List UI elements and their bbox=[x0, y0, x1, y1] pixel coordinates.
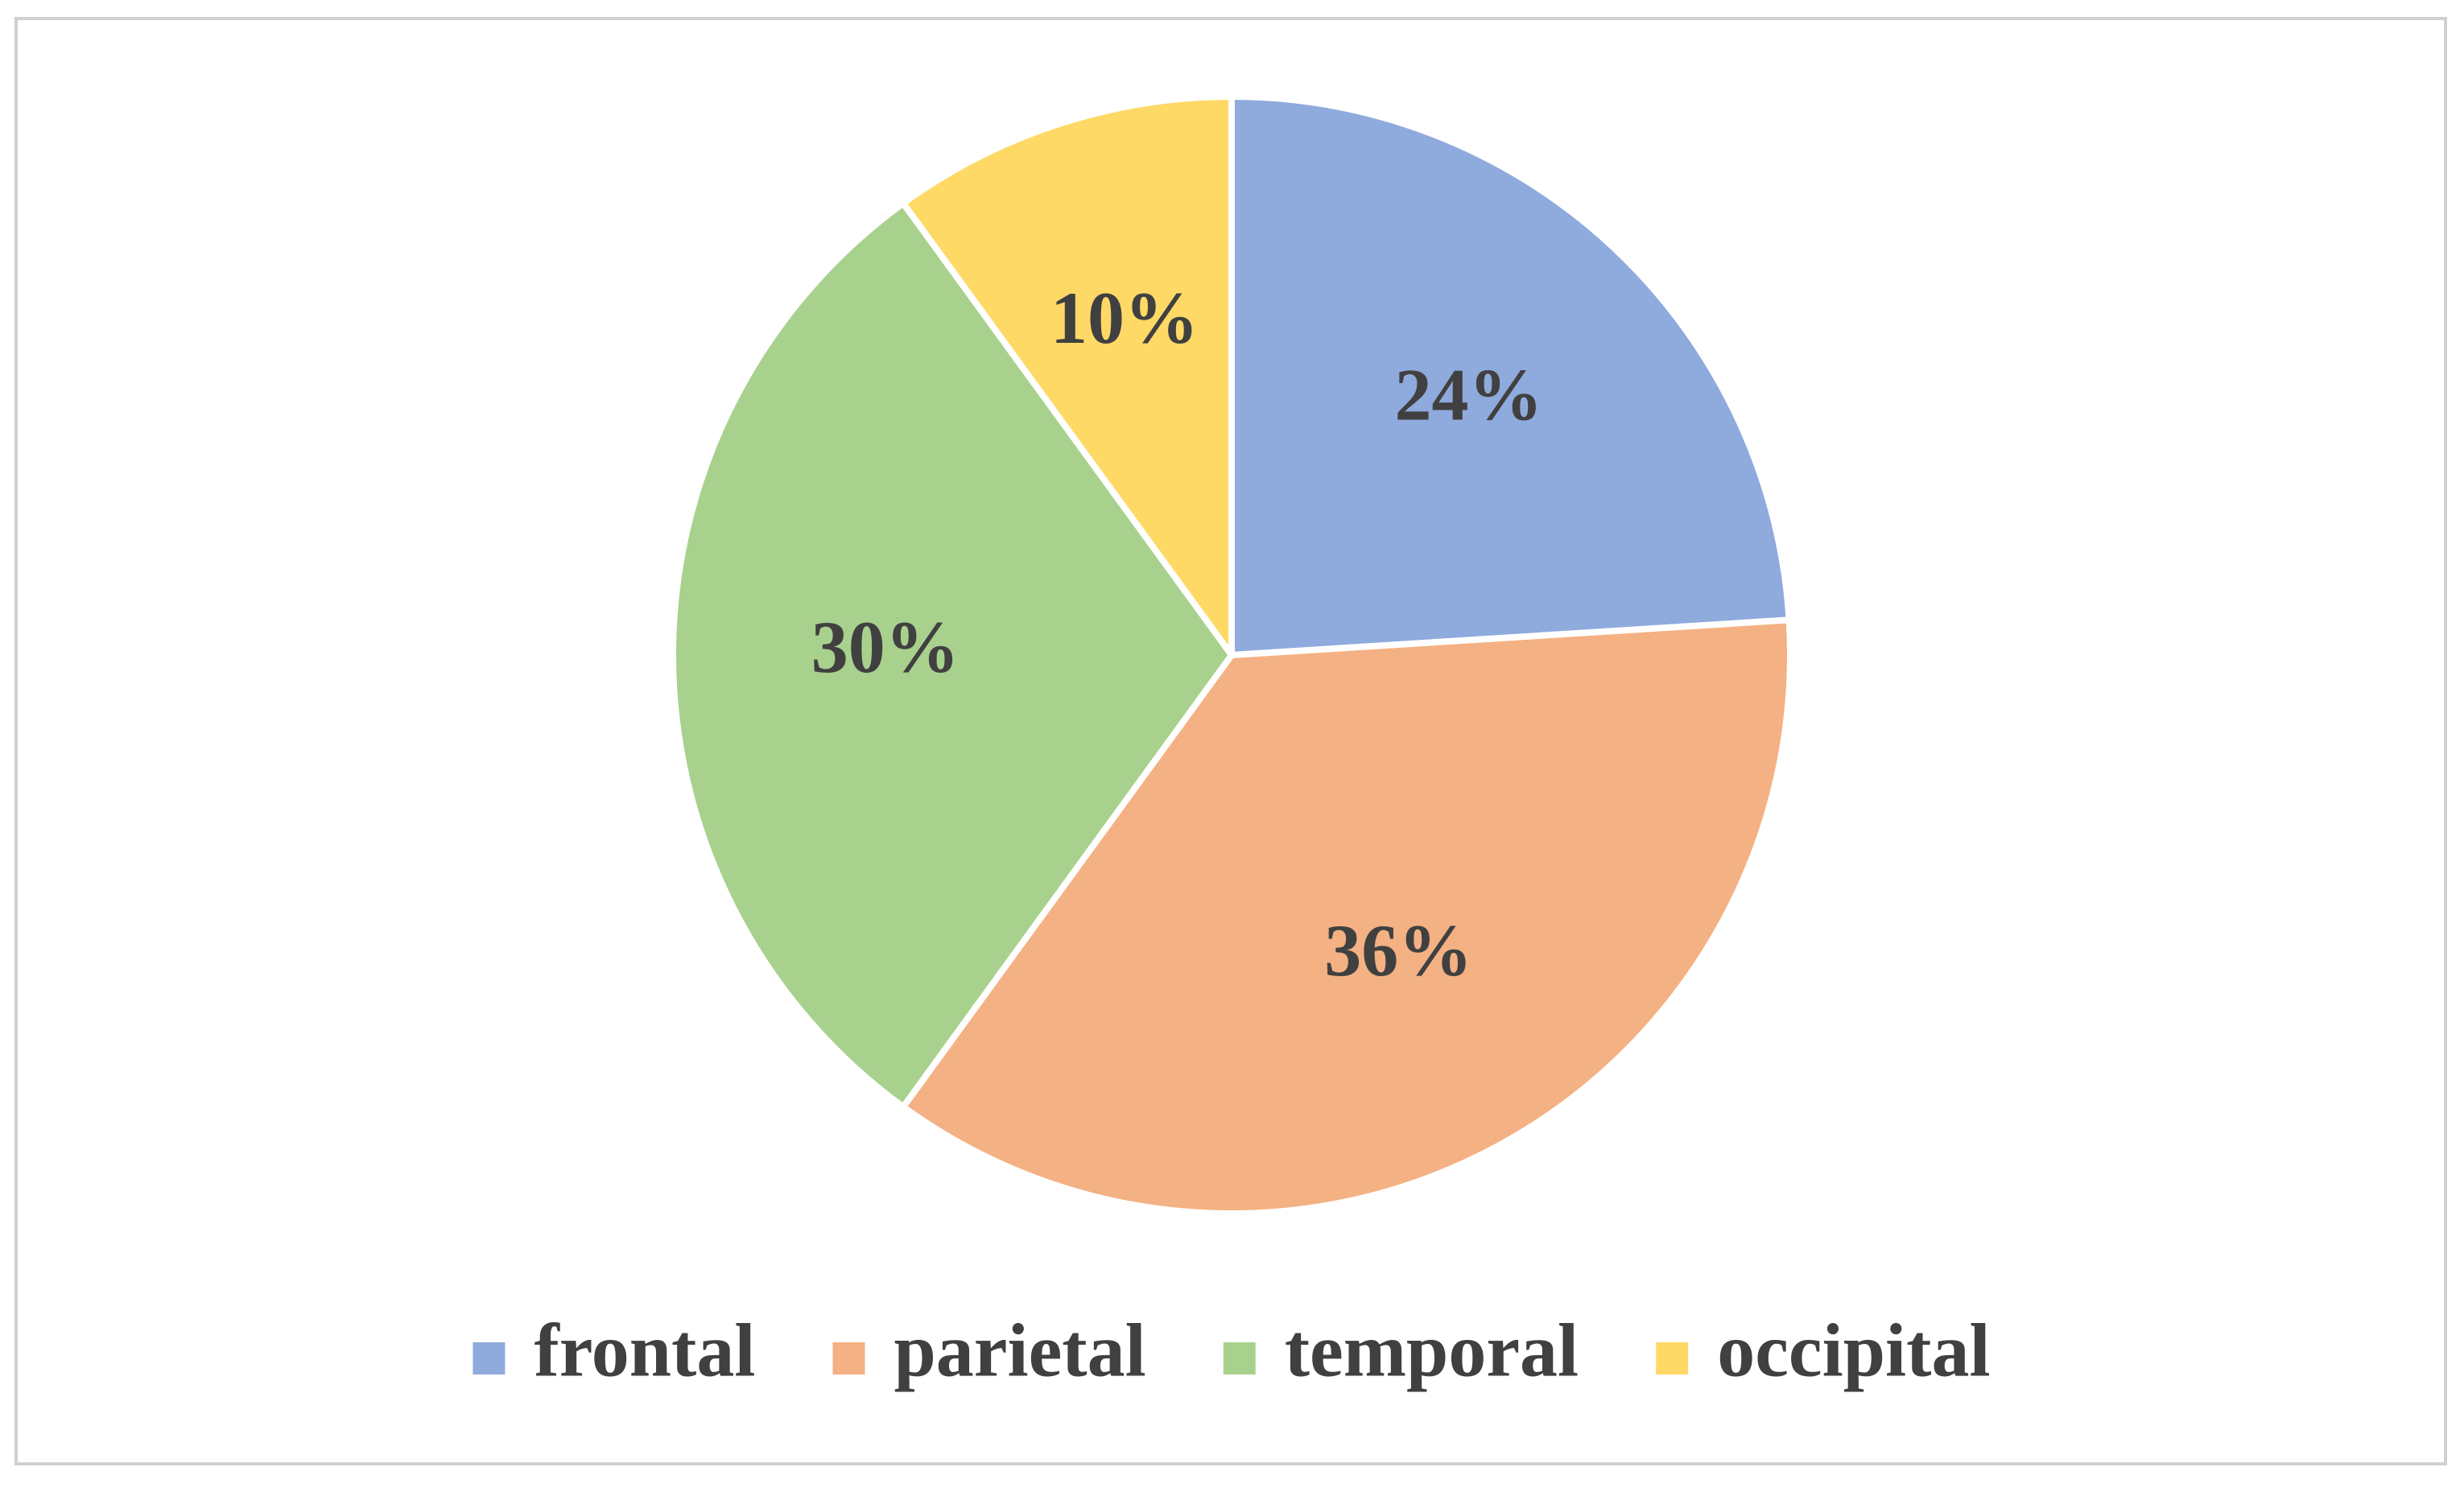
pie-slice bbox=[670, 200, 1235, 1111]
legend-label: parietal bbox=[894, 1309, 1145, 1393]
legend-label: occipital bbox=[1717, 1309, 1990, 1393]
data-label: 30% bbox=[811, 606, 960, 688]
legend-swatch bbox=[473, 1342, 506, 1375]
legend-label: temporal bbox=[1285, 1309, 1579, 1393]
data-label: 24% bbox=[1395, 353, 1543, 435]
data-label: 36% bbox=[1324, 909, 1472, 991]
legend-swatch bbox=[832, 1342, 865, 1375]
pie-slice bbox=[900, 93, 1235, 658]
legend-swatch bbox=[1656, 1342, 1689, 1375]
pie-slice bbox=[900, 616, 1793, 1217]
legend: frontal parietal temporal occipital bbox=[473, 1309, 1991, 1393]
data-label: 10% bbox=[1050, 277, 1199, 359]
legend-label: frontal bbox=[534, 1309, 755, 1393]
legend-swatch bbox=[1223, 1342, 1256, 1375]
pie-slice bbox=[1228, 93, 1793, 658]
